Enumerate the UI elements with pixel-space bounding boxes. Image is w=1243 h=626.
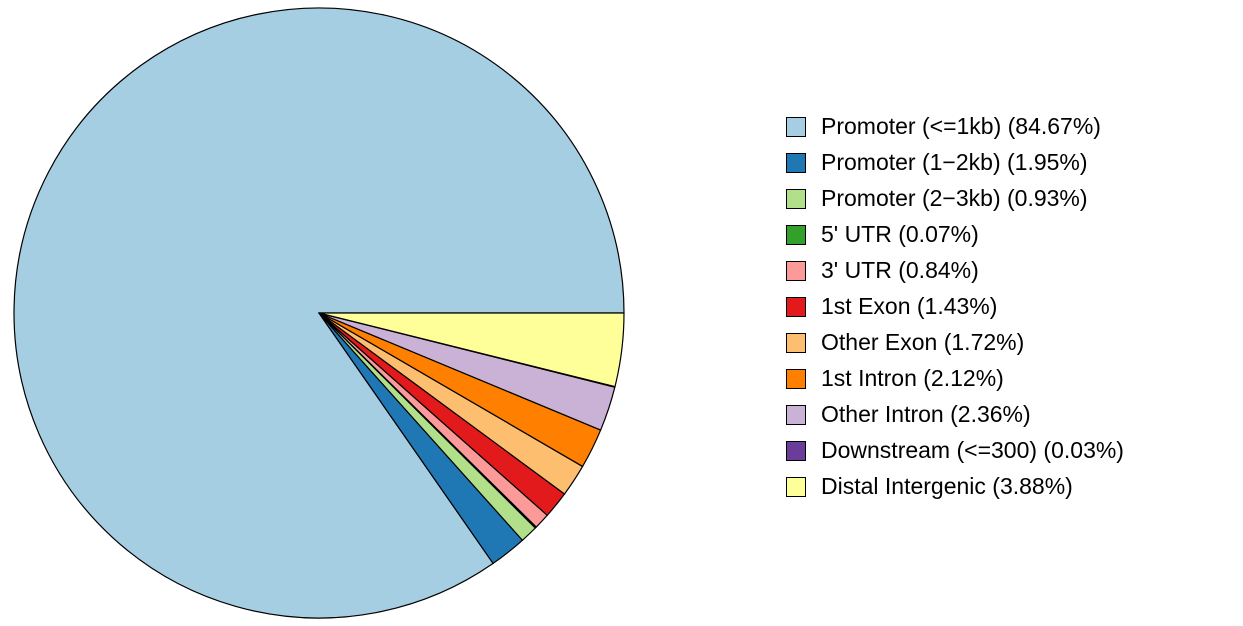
legend-swatch: [786, 296, 806, 317]
legend-item: Other Intron (2.36%): [786, 402, 1124, 427]
legend-label: Other Exon (1.72%): [821, 329, 1025, 355]
legend-swatch: [786, 116, 806, 137]
legend-swatch: [786, 476, 806, 497]
legend: Promoter (<=1kb) (84.67%) Promoter (1−2k…: [786, 114, 1124, 499]
legend-swatch: [786, 440, 806, 461]
legend-swatch: [786, 188, 806, 209]
legend-swatch: [786, 332, 806, 353]
legend-swatch: [786, 404, 806, 425]
legend-item: 3' UTR (0.84%): [786, 258, 1124, 283]
annotation-pie-chart: [13, 7, 625, 619]
legend-label: Other Intron (2.36%): [821, 401, 1031, 427]
legend-label: Promoter (1−2kb) (1.95%): [821, 149, 1088, 175]
legend-label: 3' UTR (0.84%): [821, 257, 979, 283]
legend-label: 5' UTR (0.07%): [821, 221, 979, 247]
legend-item: Promoter (1−2kb) (1.95%): [786, 150, 1124, 175]
legend-swatch: [786, 368, 806, 389]
legend-item: 1st Intron (2.12%): [786, 366, 1124, 391]
legend-item: Promoter (<=1kb) (84.67%): [786, 114, 1124, 139]
legend-item: Promoter (2−3kb) (0.93%): [786, 186, 1124, 211]
legend-label: Downstream (<=300) (0.03%): [821, 437, 1124, 463]
legend-item: 5' UTR (0.07%): [786, 222, 1124, 247]
legend-item: 1st Exon (1.43%): [786, 294, 1124, 319]
legend-item: Other Exon (1.72%): [786, 330, 1124, 355]
legend-label: 1st Exon (1.43%): [821, 293, 998, 319]
legend-label: 1st Intron (2.12%): [821, 365, 1004, 391]
pie-slice-10: [318, 312, 625, 388]
legend-item: Downstream (<=300) (0.03%): [786, 438, 1124, 463]
legend-item: Distal Intergenic (3.88%): [786, 474, 1124, 499]
legend-swatch: [786, 152, 806, 173]
legend-label: Promoter (2−3kb) (0.93%): [821, 185, 1088, 211]
legend-label: Promoter (<=1kb) (84.67%): [821, 113, 1101, 139]
legend-label: Distal Intergenic (3.88%): [821, 473, 1073, 499]
legend-swatch: [786, 260, 806, 281]
legend-swatch: [786, 224, 806, 245]
